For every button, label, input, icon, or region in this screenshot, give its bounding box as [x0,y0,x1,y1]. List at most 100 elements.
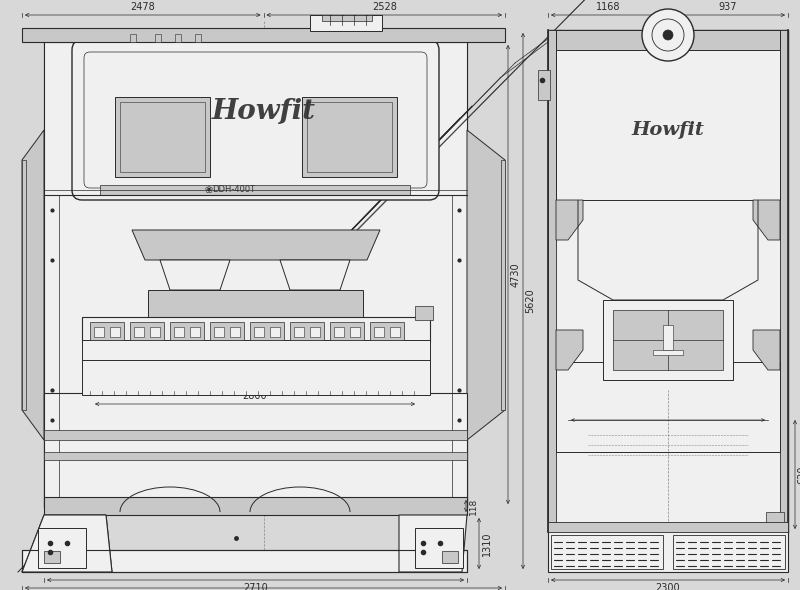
Polygon shape [556,330,583,370]
Bar [673,535,785,569]
Bar [100,185,410,195]
Bar [548,522,788,532]
Bar [22,550,467,572]
Bar [290,322,324,340]
Text: 1168: 1168 [596,2,620,12]
Bar [442,551,458,563]
Bar [120,102,205,172]
Bar [110,327,120,337]
Text: 2710: 2710 [243,583,268,590]
Bar [134,327,144,337]
Bar [22,160,26,410]
Bar [214,327,224,337]
Bar [190,327,200,337]
Text: 118: 118 [469,497,478,514]
Polygon shape [132,230,380,260]
Text: 2800: 2800 [242,391,267,401]
Bar [148,290,363,320]
Bar [556,35,780,200]
Bar [415,306,433,320]
Bar [155,34,161,42]
Polygon shape [22,515,112,572]
Bar [270,327,280,337]
Bar [174,327,184,337]
Bar [556,362,780,452]
Polygon shape [280,260,350,290]
Bar [130,322,164,340]
Text: 5620: 5620 [526,289,535,313]
Bar [210,322,244,340]
Circle shape [642,9,694,61]
Text: 2528: 2528 [372,2,397,12]
Bar [551,535,663,569]
Bar [302,97,397,177]
Text: 1310: 1310 [482,531,491,556]
Bar [556,30,780,50]
Text: 2300: 2300 [656,583,680,590]
Bar [548,30,788,572]
Polygon shape [753,330,780,370]
Bar [613,310,723,370]
Bar [94,327,104,337]
Text: 2478: 2478 [130,2,155,12]
Bar [82,317,430,342]
Bar [548,30,556,532]
Bar [82,360,430,395]
Bar [44,42,467,507]
Bar [44,393,467,507]
Polygon shape [160,260,230,290]
Bar [22,550,467,572]
Polygon shape [753,200,780,240]
Polygon shape [399,515,467,572]
Bar [44,452,467,460]
Circle shape [663,30,673,40]
Bar [374,327,384,337]
Bar [780,30,788,532]
Bar [82,340,430,362]
Bar [175,34,181,42]
Bar [603,300,733,380]
Bar [334,327,344,337]
Bar [548,530,788,572]
Bar [90,322,124,340]
Bar [44,551,60,563]
Text: ❀: ❀ [205,185,213,195]
Bar [330,322,364,340]
Bar [390,327,400,337]
Polygon shape [467,130,505,440]
Text: 4730: 4730 [510,262,521,287]
Text: 937: 937 [718,2,738,12]
Bar [322,15,372,21]
Bar [538,70,550,100]
Bar [653,350,683,355]
Bar [766,512,784,522]
Bar [250,322,284,340]
Polygon shape [556,200,583,240]
Polygon shape [22,130,44,440]
Bar [44,497,467,515]
FancyBboxPatch shape [72,40,439,200]
Bar [195,34,201,42]
Bar [501,160,505,410]
Bar [44,430,467,440]
Bar [415,528,463,568]
Bar [44,42,467,507]
Bar [22,28,505,42]
Bar [370,322,404,340]
Bar [350,327,360,337]
Bar [150,327,160,337]
Bar [310,327,320,337]
Text: DDH-400T: DDH-400T [212,185,255,195]
Text: 620: 620 [798,466,800,484]
Bar [294,327,304,337]
Bar [310,15,382,31]
Bar [307,102,392,172]
Bar [254,327,264,337]
Bar [548,30,788,532]
Polygon shape [22,515,112,572]
Text: Howfit: Howfit [211,99,315,126]
Bar [38,528,86,568]
Bar [170,322,204,340]
Bar [663,325,673,350]
Text: Howfit: Howfit [631,121,705,139]
